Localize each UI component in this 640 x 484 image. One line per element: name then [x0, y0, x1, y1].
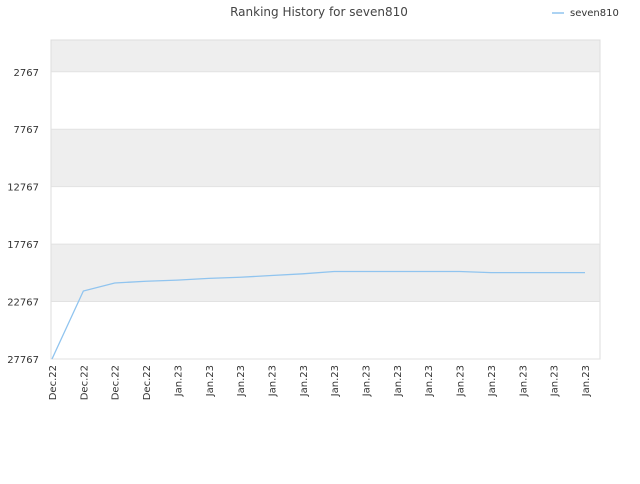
y-tick-label: 22767 — [7, 298, 39, 309]
x-tick: Jan.23 — [299, 365, 310, 397]
x-tick-label: Dec.22 — [142, 365, 153, 400]
x-tick: Jan.23 — [424, 365, 435, 397]
x-tick: Jan.23 — [362, 365, 373, 397]
x-tick-label: Jan.23 — [393, 365, 404, 397]
y-tick-label: 12767 — [7, 183, 39, 194]
x-tick: Jan.23 — [236, 365, 247, 397]
band — [51, 71, 600, 130]
x-tick: Jan.23 — [173, 365, 184, 397]
x-tick: Jan.23 — [550, 365, 561, 397]
x-tick: Jan.23 — [487, 365, 498, 397]
x-tick: Dec.22 — [142, 365, 153, 400]
legend-label: seven810 — [570, 8, 619, 19]
x-tick: Jan.23 — [393, 365, 404, 397]
series-line — [51, 270, 585, 360]
x-tick-label: Dec.22 — [79, 365, 90, 400]
band — [51, 129, 600, 187]
x-tick: Dec.22 — [48, 365, 59, 400]
band — [51, 301, 600, 359]
y-tick-label: 27767 — [7, 355, 39, 366]
y-tick-label: 2767 — [14, 68, 39, 79]
x-tick-label: Jan.23 — [550, 365, 561, 397]
x-tick: Jan.23 — [581, 365, 592, 397]
band — [51, 40, 600, 72]
x-tick-label: Jan.23 — [299, 365, 310, 397]
x-tick-label: Jan.23 — [205, 365, 216, 397]
x-tick: Jan.23 — [518, 365, 529, 397]
x-tick-label: Jan.23 — [362, 365, 373, 397]
x-tick: Jan.23 — [267, 365, 278, 397]
x-tick-label: Jan.23 — [236, 365, 247, 397]
x-tick: Jan.23 — [456, 365, 467, 397]
chart-title: Ranking History for seven810 — [230, 5, 408, 19]
x-tick-label: Jan.23 — [267, 365, 278, 397]
x-tick-label: Jan.23 — [424, 365, 435, 397]
y-tick-label: 17767 — [7, 240, 39, 251]
x-tick-label: Jan.23 — [581, 365, 592, 397]
x-tick-label: Jan.23 — [456, 365, 467, 397]
x-tick-label: Jan.23 — [173, 365, 184, 397]
x-tick: Jan.23 — [205, 365, 216, 397]
y-tick-label: 7767 — [14, 125, 39, 136]
x-tick: Dec.22 — [111, 365, 122, 400]
x-tick: Jan.23 — [330, 365, 341, 397]
x-tick: Dec.22 — [79, 365, 90, 400]
x-tick-label: Jan.23 — [330, 365, 341, 397]
x-tick-label: Dec.22 — [111, 365, 122, 400]
x-tick-label: Jan.23 — [487, 365, 498, 397]
band — [51, 186, 600, 245]
x-tick-label: Dec.22 — [48, 365, 59, 400]
x-tick-label: Jan.23 — [518, 365, 529, 397]
